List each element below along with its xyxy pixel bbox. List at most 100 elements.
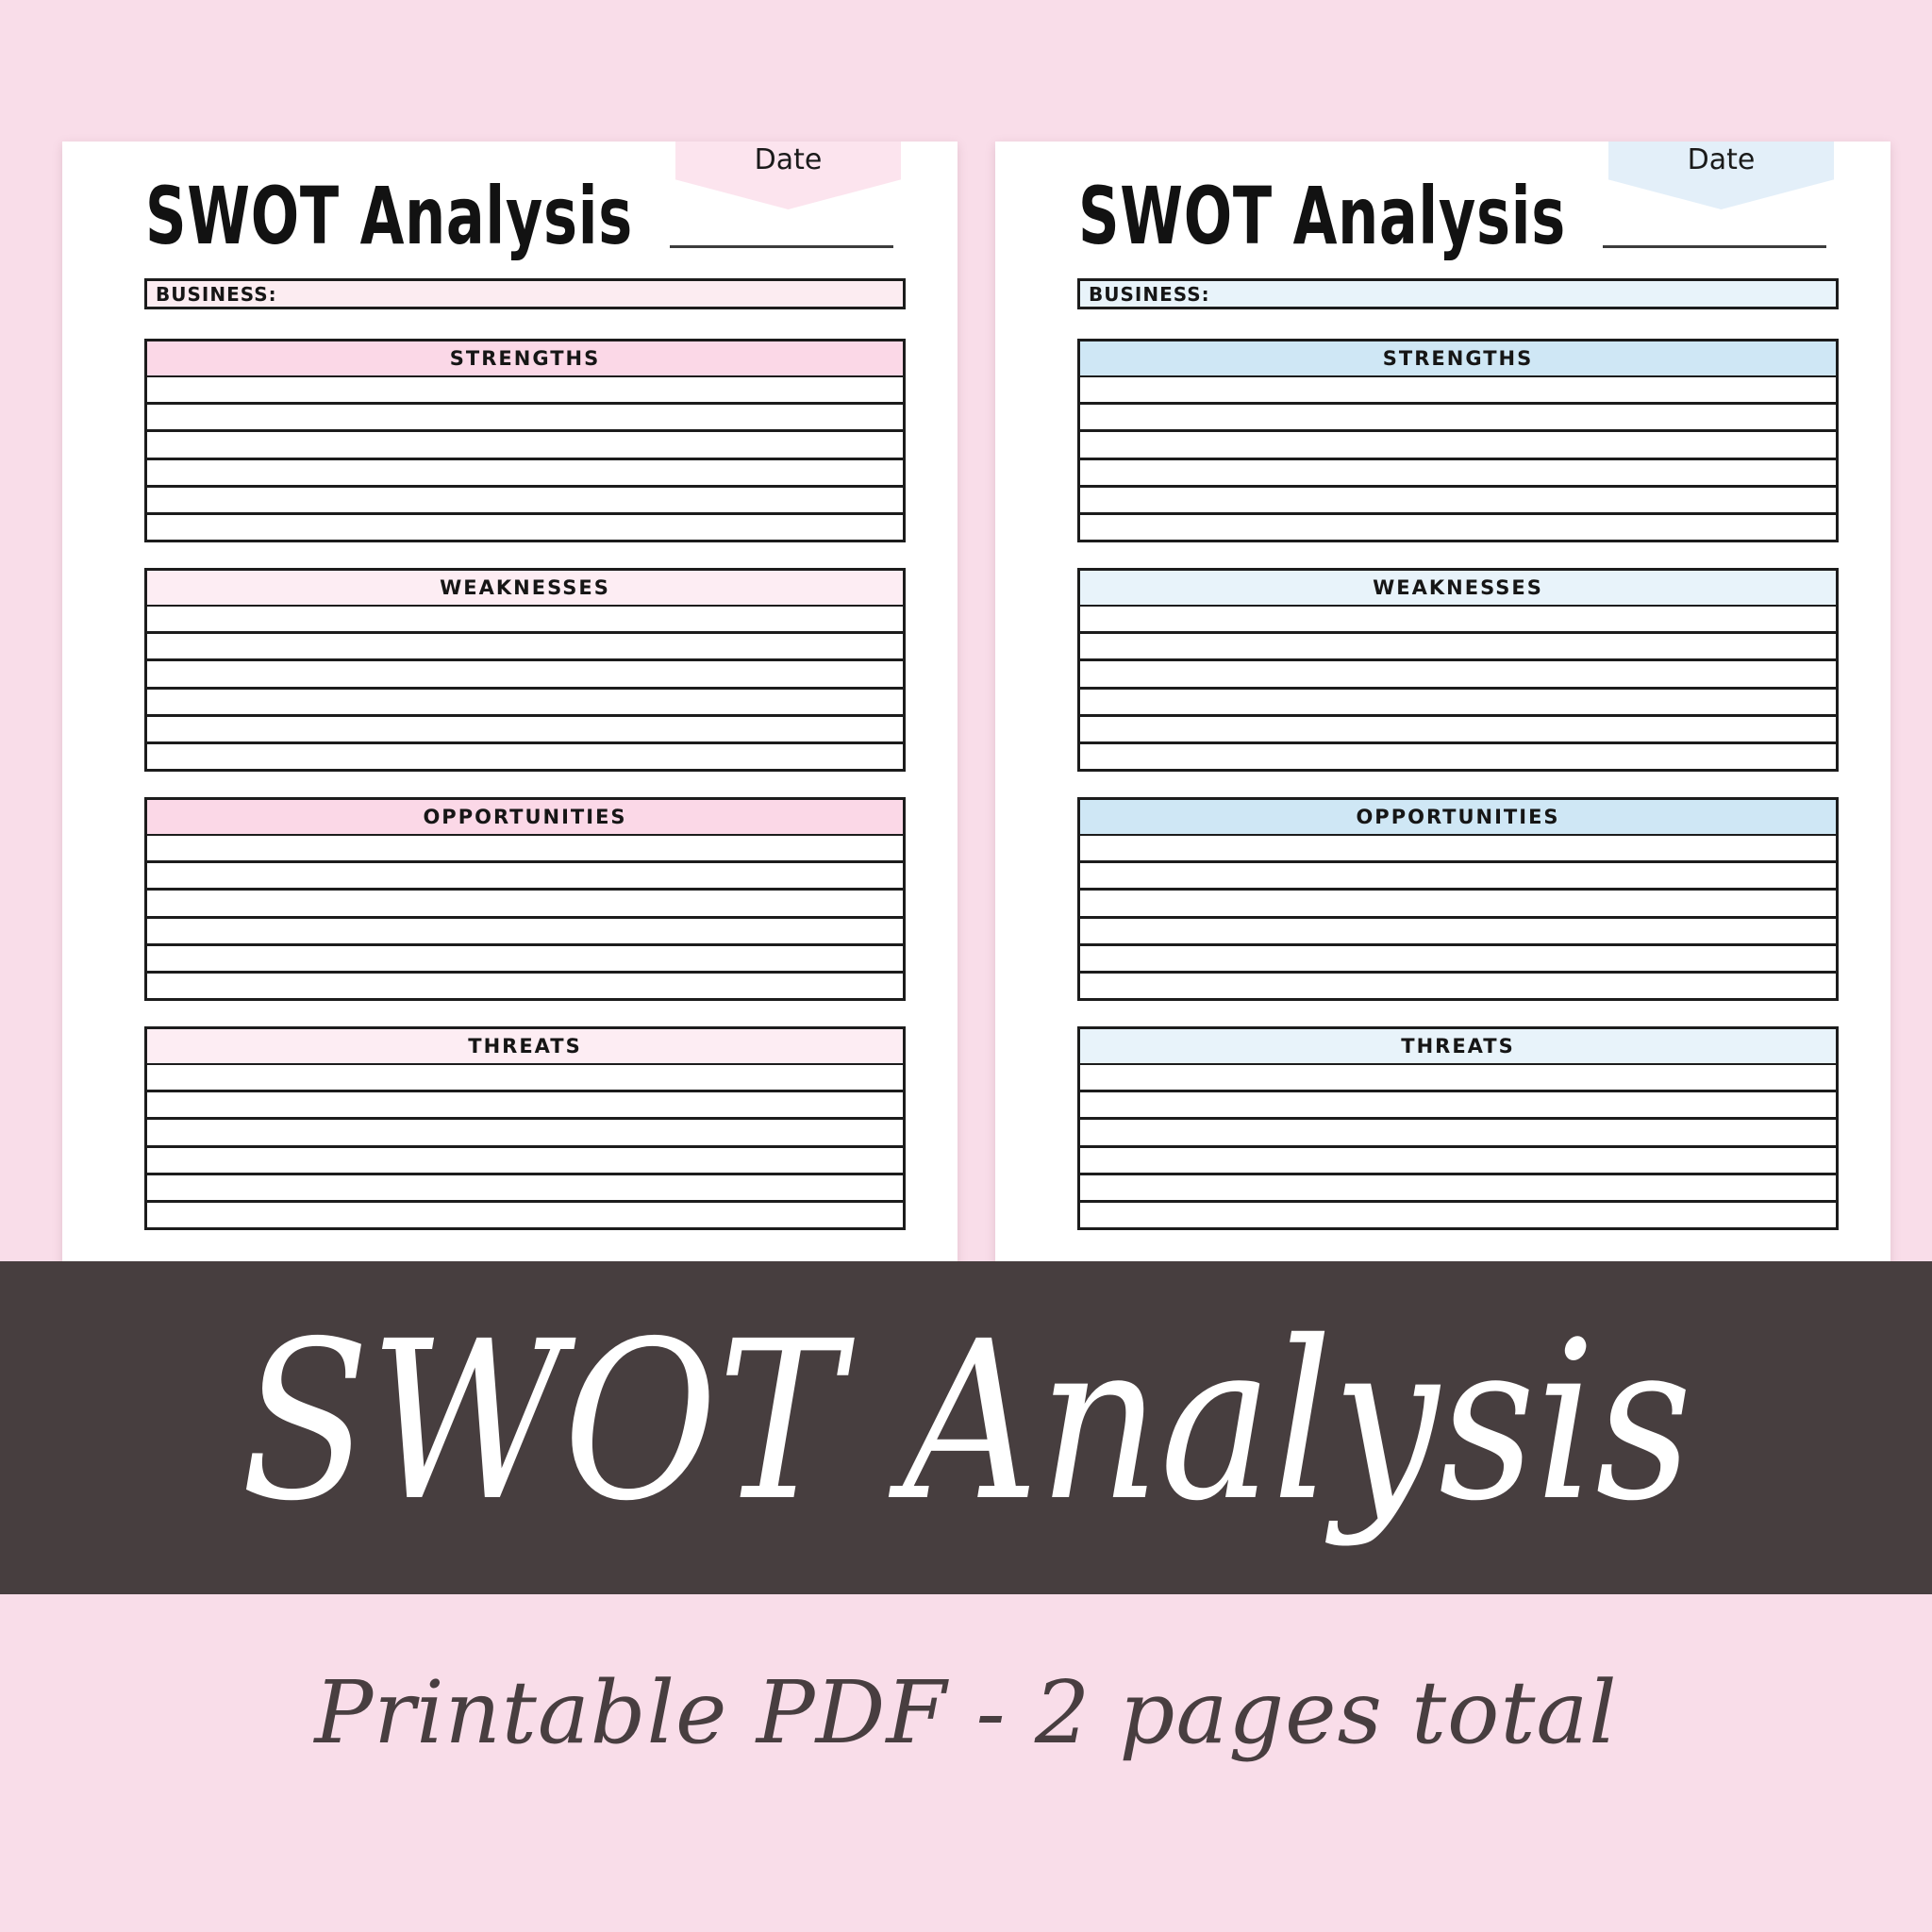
business-field: BUSINESS: bbox=[144, 278, 906, 309]
ruled-line bbox=[1080, 515, 1836, 540]
section-rows bbox=[1080, 377, 1836, 540]
section-label: STRENGTHS bbox=[449, 347, 601, 370]
date-fill-in-line bbox=[670, 245, 893, 248]
ruled-line bbox=[1080, 717, 1836, 744]
ruled-line bbox=[147, 690, 903, 717]
section-rows bbox=[147, 377, 903, 540]
section-opportunities: OPPORTUNITIES bbox=[144, 797, 906, 1001]
date-ribbon: Date bbox=[675, 142, 901, 209]
ruled-line bbox=[147, 377, 903, 406]
footer-text: Printable PDF - 2 pages total bbox=[314, 1661, 1618, 1763]
ruled-line bbox=[147, 1203, 903, 1227]
ruled-line bbox=[147, 607, 903, 635]
business-label: BUSINESS: bbox=[1089, 282, 1210, 306]
ruled-line bbox=[147, 634, 903, 662]
section-rows bbox=[1080, 836, 1836, 998]
section-header: WEAKNESSES bbox=[147, 571, 903, 607]
section-header: STRENGTHS bbox=[1080, 341, 1836, 377]
ruled-line bbox=[147, 1120, 903, 1148]
ruled-line bbox=[1080, 377, 1836, 406]
ruled-line bbox=[1080, 974, 1836, 998]
ruled-line bbox=[1080, 946, 1836, 974]
ruled-line bbox=[1080, 661, 1836, 690]
ruled-line bbox=[1080, 488, 1836, 515]
section-label: WEAKNESSES bbox=[1373, 576, 1543, 599]
section-header: OPPORTUNITIES bbox=[147, 800, 903, 836]
ruled-line bbox=[1080, 690, 1836, 717]
section-header: THREATS bbox=[1080, 1029, 1836, 1065]
ruled-line bbox=[147, 919, 903, 946]
section-label: OPPORTUNITIES bbox=[1356, 806, 1560, 828]
ruled-line bbox=[1080, 405, 1836, 433]
ruled-line bbox=[147, 661, 903, 690]
date-ribbon: Date bbox=[1608, 142, 1834, 209]
section-threats: THREATS bbox=[144, 1026, 906, 1230]
sections: STRENGTHS WEAKNESSES OPPORTUNITIES THREA… bbox=[144, 339, 906, 1256]
ruled-line bbox=[1080, 1203, 1836, 1227]
ruled-line bbox=[147, 1148, 903, 1175]
ruled-line bbox=[147, 717, 903, 744]
ruled-line bbox=[147, 1065, 903, 1093]
section-strengths: STRENGTHS bbox=[144, 339, 906, 542]
ruled-line bbox=[147, 460, 903, 488]
ruled-line bbox=[147, 744, 903, 769]
ruled-line bbox=[147, 1175, 903, 1203]
section-strengths: STRENGTHS bbox=[1077, 339, 1839, 542]
section-rows bbox=[1080, 607, 1836, 769]
page-title: SWOT Analysis bbox=[1078, 170, 1566, 262]
section-weaknesses: WEAKNESSES bbox=[1077, 568, 1839, 772]
ruled-line bbox=[147, 515, 903, 540]
ruled-line bbox=[1080, 1065, 1836, 1093]
ruled-line bbox=[1080, 863, 1836, 891]
ruled-line bbox=[147, 432, 903, 460]
ruled-line bbox=[1080, 1092, 1836, 1121]
date-label: Date bbox=[1687, 143, 1756, 176]
ruled-line bbox=[1080, 891, 1836, 919]
ruled-line bbox=[147, 974, 903, 998]
section-header: OPPORTUNITIES bbox=[1080, 800, 1836, 836]
section-threats: THREATS bbox=[1077, 1026, 1839, 1230]
section-rows bbox=[147, 1065, 903, 1227]
business-field: BUSINESS: bbox=[1077, 278, 1839, 309]
blue-page: SWOT Analysis Date BUSINESS: STRENGTHS W… bbox=[995, 142, 1890, 1283]
section-header: WEAKNESSES bbox=[1080, 571, 1836, 607]
ruled-line bbox=[1080, 744, 1836, 769]
ruled-line bbox=[1080, 1175, 1836, 1203]
footer: Printable PDF - 2 pages total bbox=[0, 1641, 1932, 1783]
title-banner: SWOT Analysis bbox=[0, 1261, 1932, 1594]
ruled-line bbox=[1080, 432, 1836, 460]
ruled-line bbox=[147, 946, 903, 974]
section-opportunities: OPPORTUNITIES bbox=[1077, 797, 1839, 1001]
section-rows bbox=[147, 836, 903, 998]
ruled-line bbox=[147, 863, 903, 891]
ruled-line bbox=[1080, 607, 1836, 635]
pink-page: SWOT Analysis Date BUSINESS: STRENGTHS W… bbox=[62, 142, 958, 1283]
banner-script-text: SWOT Analysis bbox=[240, 1293, 1692, 1549]
business-label: BUSINESS: bbox=[156, 282, 277, 306]
ruled-line bbox=[147, 891, 903, 919]
section-label: THREATS bbox=[1401, 1035, 1515, 1058]
section-rows bbox=[1080, 1065, 1836, 1227]
ruled-line bbox=[1080, 634, 1836, 662]
section-label: OPPORTUNITIES bbox=[423, 806, 627, 828]
ruled-line bbox=[147, 1092, 903, 1121]
section-header: THREATS bbox=[147, 1029, 903, 1065]
section-label: STRENGTHS bbox=[1382, 347, 1534, 370]
ruled-line bbox=[1080, 919, 1836, 946]
section-label: THREATS bbox=[468, 1035, 582, 1058]
ruled-line bbox=[147, 488, 903, 515]
ruled-line bbox=[147, 405, 903, 433]
ruled-line bbox=[1080, 1120, 1836, 1148]
ruled-line bbox=[147, 836, 903, 864]
section-label: WEAKNESSES bbox=[440, 576, 610, 599]
section-header: STRENGTHS bbox=[147, 341, 903, 377]
section-rows bbox=[147, 607, 903, 769]
ruled-line bbox=[1080, 460, 1836, 488]
date-fill-in-line bbox=[1603, 245, 1826, 248]
ruled-line bbox=[1080, 1148, 1836, 1175]
ruled-line bbox=[1080, 836, 1836, 864]
section-weaknesses: WEAKNESSES bbox=[144, 568, 906, 772]
page-title: SWOT Analysis bbox=[145, 170, 633, 262]
date-label: Date bbox=[754, 143, 823, 176]
